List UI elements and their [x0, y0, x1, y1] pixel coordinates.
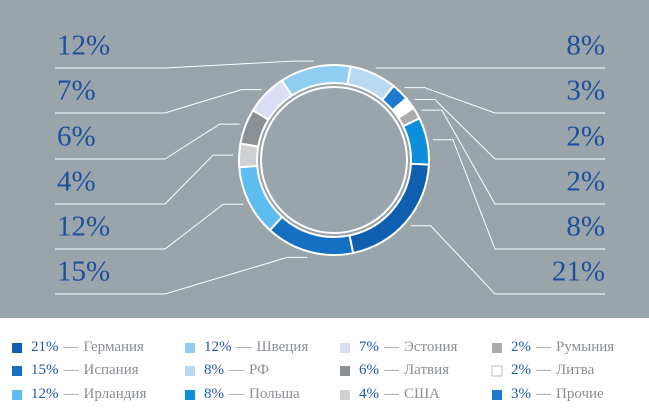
legend-separator: — [383, 362, 400, 378]
legend-name: Латвия [404, 362, 449, 378]
legend-name: Польша [249, 386, 300, 402]
legend-label: 8% — РФ [204, 362, 269, 378]
percent-label: 21% [552, 256, 605, 288]
legend-percent: 3% [511, 386, 531, 402]
legend-name: РФ [249, 362, 269, 378]
leader-line [55, 256, 308, 295]
legend-separator: — [383, 339, 400, 355]
legend-separator: — [63, 362, 80, 378]
legend-label: 8% — Польша [204, 386, 300, 402]
legend-swatch [185, 390, 195, 400]
legend-name: Румыния [556, 339, 614, 355]
legend-percent: 2% [511, 339, 531, 355]
legend-name: США [404, 386, 440, 402]
percent-label: 6% [57, 121, 96, 153]
leader-line [421, 109, 605, 205]
percent-label: 3% [566, 75, 605, 107]
legend-label: 2% — Литва [511, 362, 595, 378]
percent-label: 2% [566, 121, 605, 153]
leader-line [432, 139, 605, 250]
legend-label: 7% — Эстония [359, 339, 457, 355]
legend-label: 21% — Германия [31, 339, 144, 355]
leader-line [414, 98, 605, 160]
legend-separator: — [383, 386, 400, 402]
legend-swatch [340, 343, 350, 353]
leader-line [404, 87, 605, 114]
legend-label: 6% — Латвия [359, 362, 449, 378]
legend-percent: 8% [204, 362, 224, 378]
legend-percent: 15% [31, 362, 59, 378]
legend-separator: — [228, 386, 245, 402]
legend-percent: 2% [511, 362, 531, 378]
legend-separator: — [63, 386, 80, 402]
leader-line [55, 203, 244, 250]
legend-name: Прочие [556, 386, 604, 402]
legend-percent: 6% [359, 362, 379, 378]
legend-separator: — [535, 362, 552, 378]
legend-label: 4% — США [359, 386, 440, 402]
legend-swatch [12, 390, 22, 400]
legend-label: 3% — Прочие [511, 386, 604, 402]
legend-swatch [340, 390, 350, 400]
legend-swatch [12, 343, 22, 353]
legend-swatch [492, 343, 502, 353]
legend-separator: — [228, 362, 245, 378]
percent-label: 8% [566, 30, 605, 62]
legend-percent: 21% [31, 339, 59, 355]
legend-name: Литва [556, 362, 595, 378]
legend-percent: 12% [31, 386, 59, 402]
legend-percent: 7% [359, 339, 379, 355]
legend-label: 2% — Румыния [511, 339, 614, 355]
percent-label: 2% [566, 166, 605, 198]
legend-percent: 8% [204, 386, 224, 402]
legend-name: Ирландия [84, 386, 147, 402]
leader-line [55, 123, 240, 160]
inner-ring [260, 86, 408, 234]
legend-name: Эстония [404, 339, 457, 355]
legend-separator: — [535, 339, 552, 355]
legend-swatch [492, 390, 502, 400]
donut-segment [280, 64, 352, 97]
legend-label: 12% — Швеция [204, 339, 308, 355]
leader-line [410, 225, 605, 295]
legend-name: Германия [84, 339, 145, 355]
percent-label: 15% [57, 256, 110, 288]
legend-swatch [185, 366, 195, 376]
leader-line [55, 89, 262, 114]
legend-swatch [185, 343, 195, 353]
legend-separator: — [535, 386, 552, 402]
leader-line [55, 60, 314, 69]
percent-label: 4% [57, 166, 96, 198]
legend-swatch [12, 366, 22, 376]
legend-label: 15% — Испания [31, 362, 139, 378]
percent-label: 7% [57, 75, 96, 107]
legend-separator: — [236, 339, 253, 355]
legend-swatch [340, 366, 350, 376]
legend-separator: — [63, 339, 80, 355]
percent-label: 12% [57, 211, 110, 243]
leader-line [55, 154, 234, 205]
legend-name: Швеция [257, 339, 309, 355]
legend-percent: 12% [204, 339, 232, 355]
percent-label: 12% [57, 30, 110, 62]
legend-swatch [491, 365, 503, 377]
legend-name: Испания [84, 362, 139, 378]
percent-label: 8% [566, 211, 605, 243]
legend-percent: 4% [359, 386, 379, 402]
legend-label: 12% — Ирландия [31, 386, 146, 402]
